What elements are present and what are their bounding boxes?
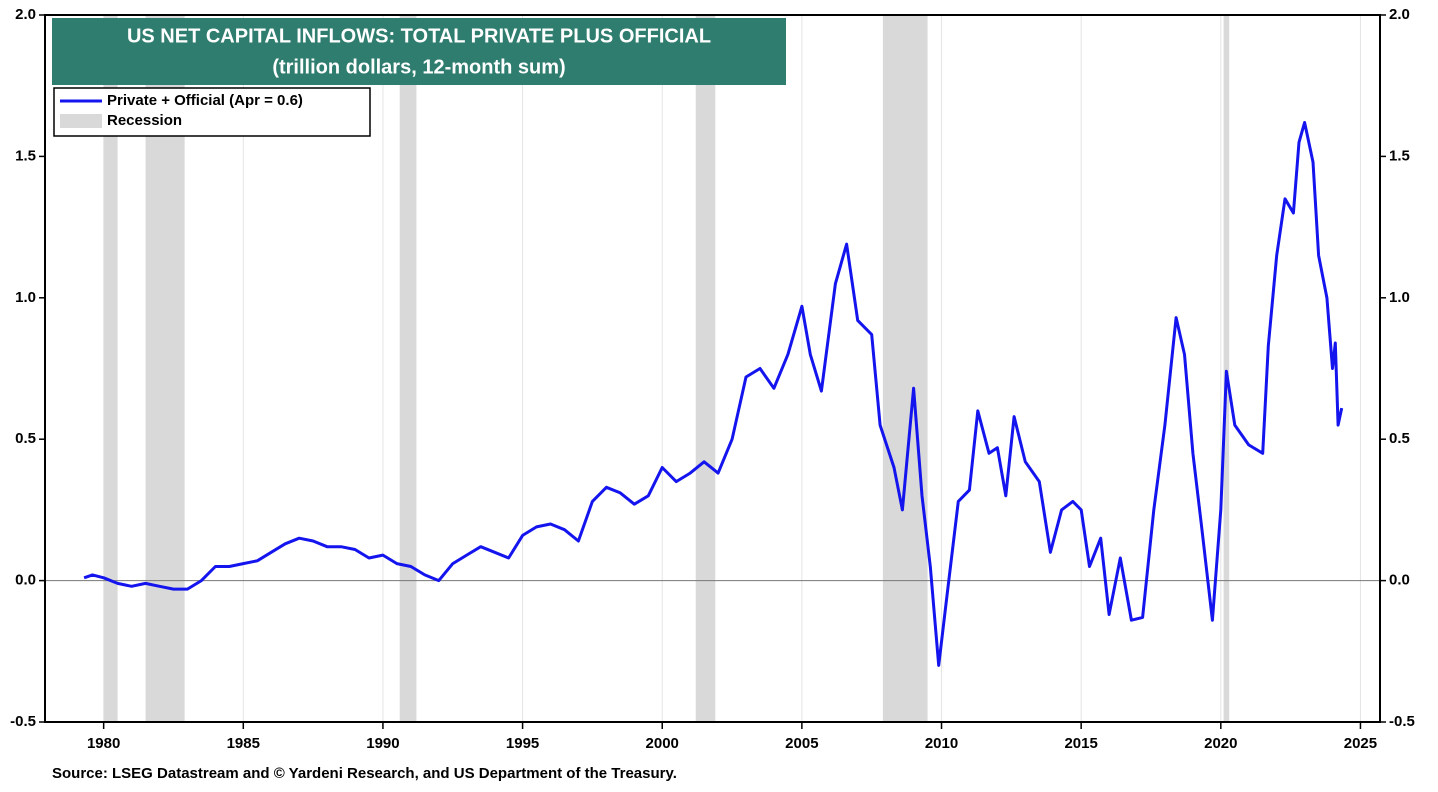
x-tick-label: 2025 [1344,735,1377,752]
chart-title: US NET CAPITAL INFLOWS: TOTAL PRIVATE PL… [127,25,711,47]
y2-tick-label: 0.0 [1389,572,1410,589]
legend-box [53,87,371,137]
chart-subtitle: (trillion dollars, 12-month sum) [272,56,565,78]
y-tick-label: -0.5 [10,713,36,730]
y2-tick-label: 1.5 [1389,147,1410,164]
legend-swatch [60,114,102,128]
y2-tick-label: 1.0 [1389,289,1410,306]
recession-band [399,15,417,722]
x-tick-label: 1990 [366,735,399,752]
y-tick-label: 2.0 [15,6,36,23]
title-box [52,18,786,85]
recession-band [103,15,118,722]
x-tick-label: 1985 [227,735,260,752]
y-tick-label: 1.5 [15,147,36,164]
y2-tick-label: 2.0 [1389,6,1410,23]
source: Source: LSEG Datastream and © Yardeni Re… [52,765,677,782]
y2-tick-label: -0.5 [1389,713,1415,730]
y-tick-label: 0.0 [15,572,36,589]
recession-band [695,15,716,722]
y-tick-label: 1.0 [15,289,36,306]
recession-band [882,15,928,722]
legend-label: Recession [107,112,182,129]
legend-label: Private + Official (Apr = 0.6) [107,92,303,109]
x-tick-label: 1995 [506,735,539,752]
plot-frame [44,14,1381,723]
data-line [83,121,1344,667]
x-tick-label: 2010 [925,735,958,752]
recession-band [1223,15,1230,722]
x-tick-label: 2020 [1204,735,1237,752]
legend: Private + Official (Apr = 0.6) Recession [53,87,371,137]
x-tick-label: 1980 [87,735,120,752]
y2-tick-label: 0.5 [1389,430,1410,447]
x-tick-label: 2015 [1064,735,1097,752]
x-tick-label: 2005 [785,735,818,752]
y-tick-label: 0.5 [15,430,36,447]
x-tick-label: 2000 [646,735,679,752]
